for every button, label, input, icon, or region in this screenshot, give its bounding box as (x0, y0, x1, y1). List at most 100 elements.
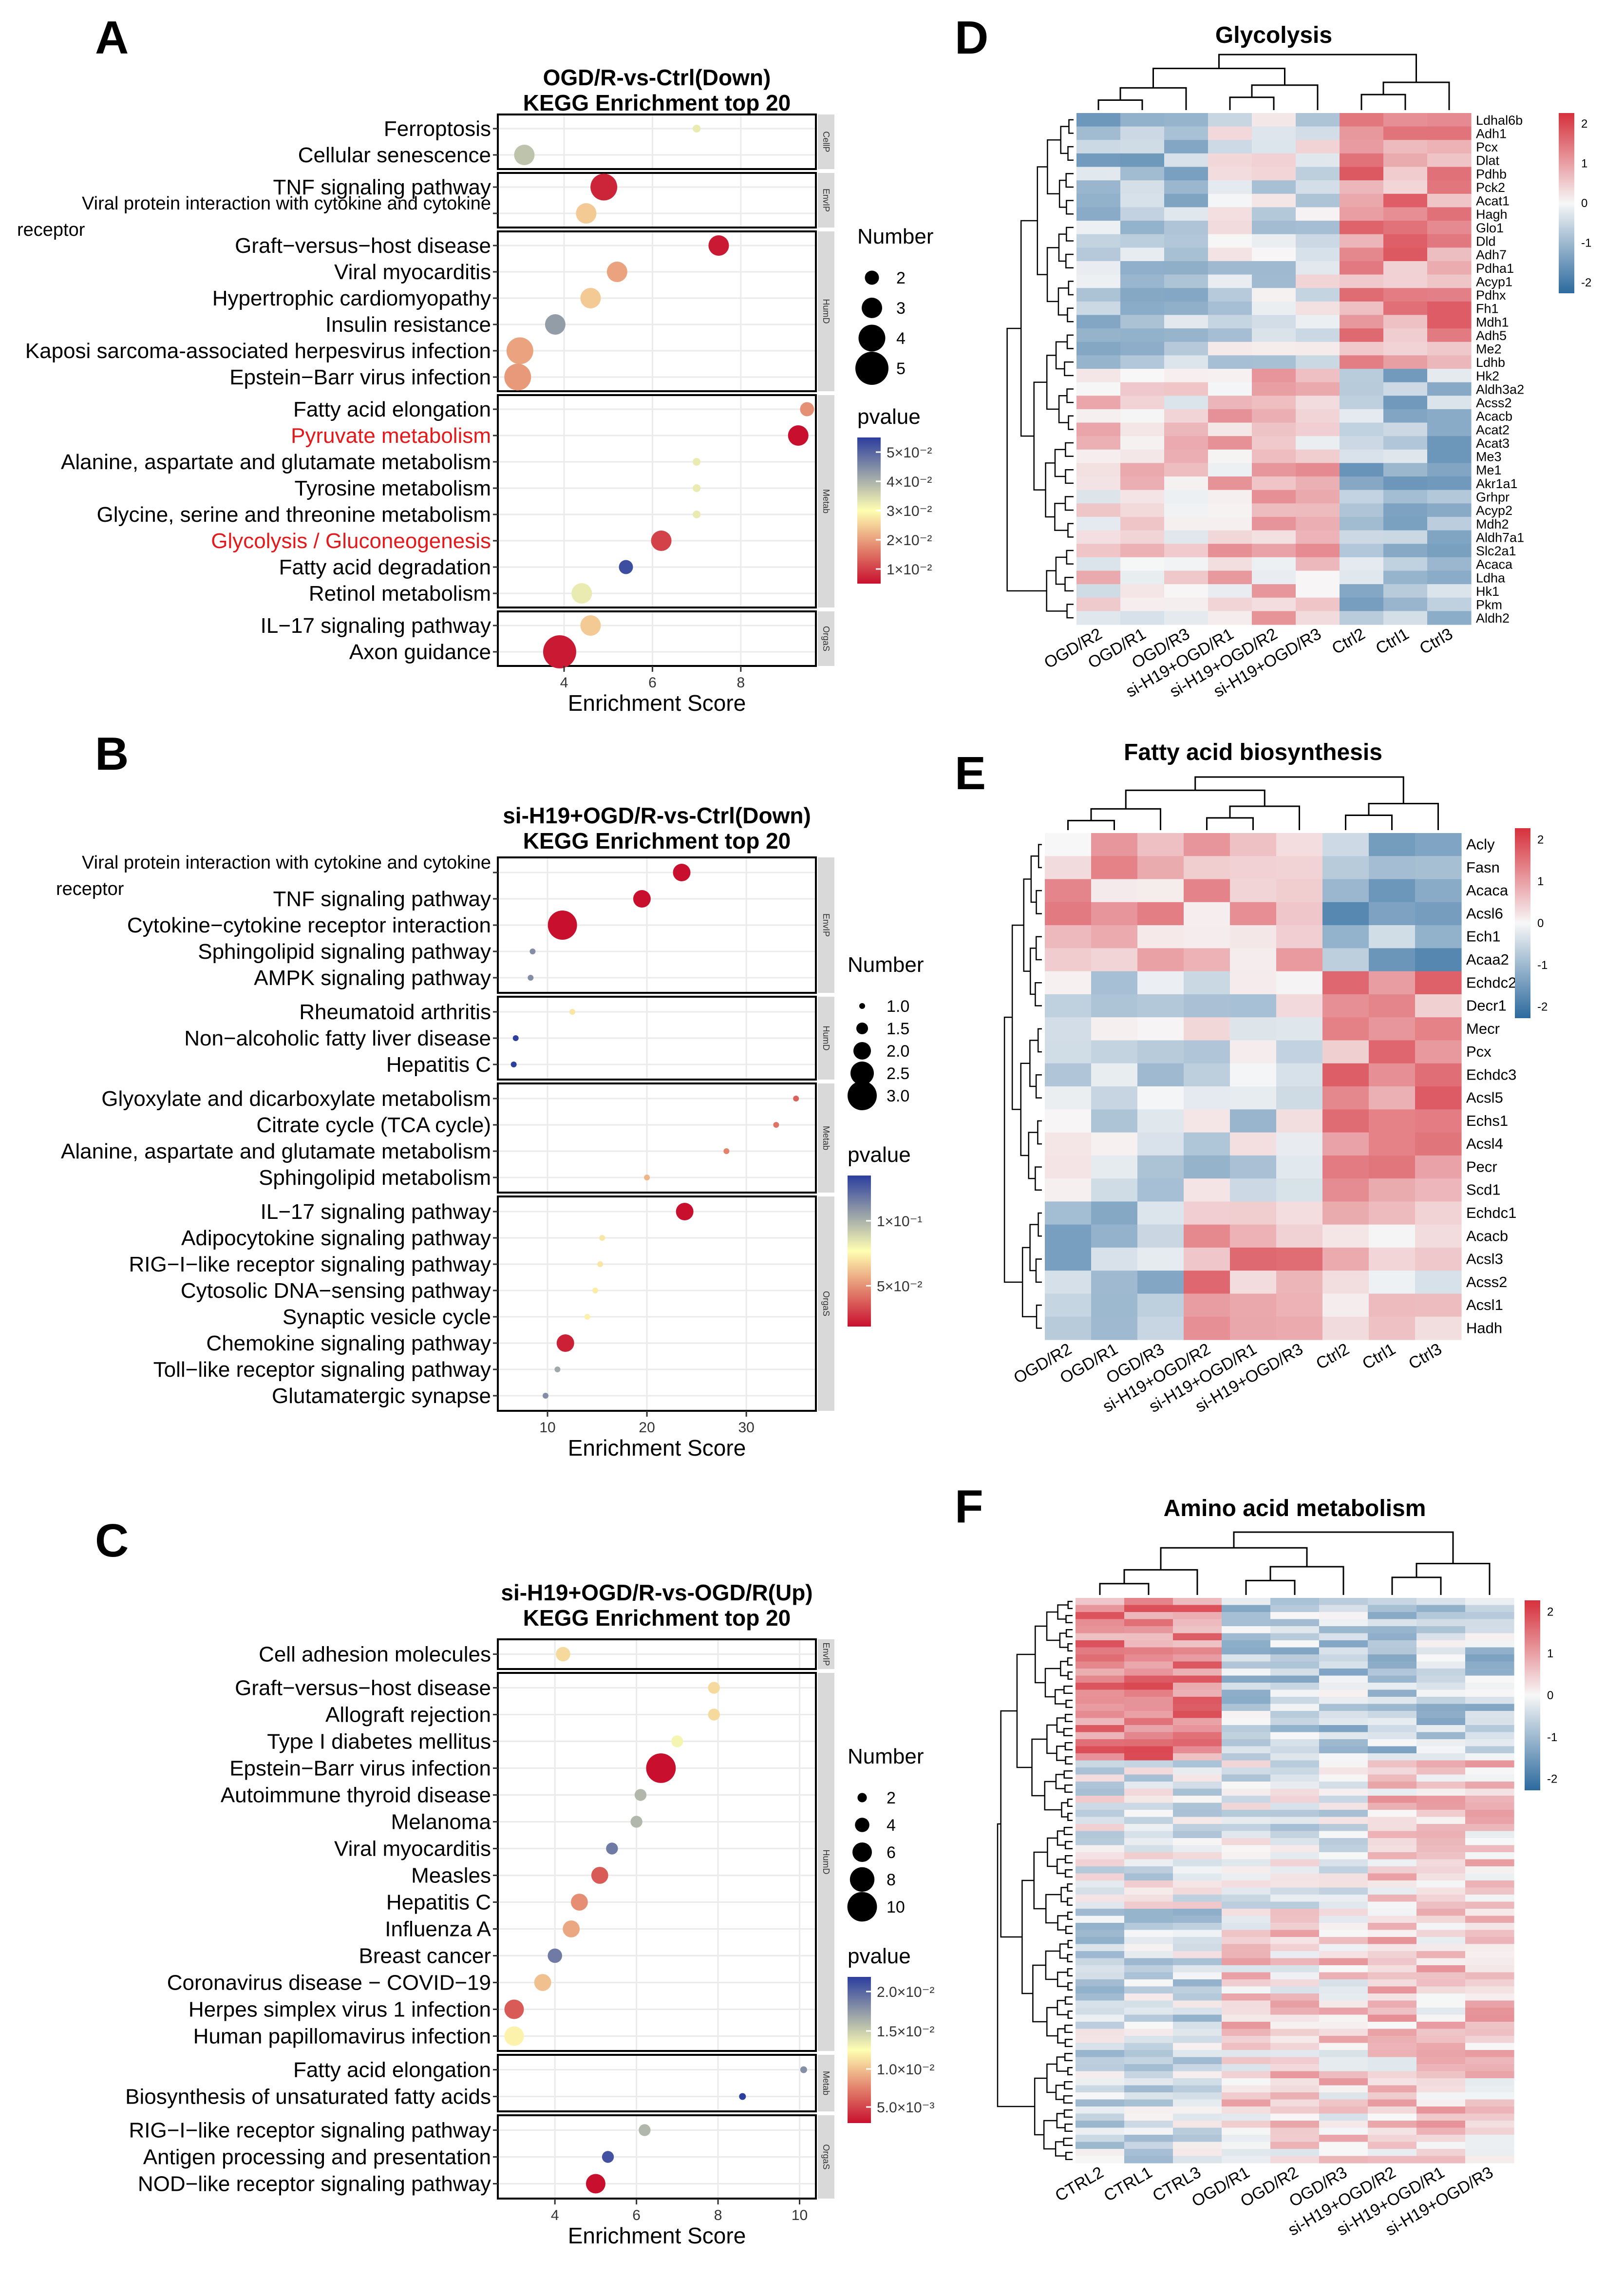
heatmap-cell (1319, 1774, 1368, 1782)
heatmap-cell (1322, 948, 1369, 972)
heatmap-cell (1319, 1810, 1368, 1818)
heatmap-cell (1296, 221, 1340, 235)
heatmap-cell (1124, 2071, 1173, 2079)
heatmap-cell (1076, 126, 1121, 140)
heatmap-colorbar (1559, 113, 1574, 293)
heatmap-cell (1076, 1937, 1125, 1945)
heatmap-cell (1340, 328, 1384, 342)
row-dendrogram (1067, 1898, 1073, 1906)
heatmap-cell (1124, 2149, 1173, 2157)
size-legend-label: 4 (896, 329, 906, 348)
heatmap-cell (1120, 396, 1165, 410)
heatmap-cell (1120, 463, 1165, 477)
heatmap-cell (1368, 1626, 1417, 1634)
heatmap-cell (1319, 1880, 1368, 1888)
term-label: Chemokine signaling pathway (206, 1331, 491, 1355)
heatmap-cell (1340, 396, 1384, 410)
heatmap-cell (1319, 1873, 1368, 1881)
size-legend-label: 2 (887, 1789, 896, 1807)
heatmap-cell (1416, 1640, 1466, 1648)
heatmap-cell (1416, 1979, 1466, 1987)
heatmap-cell (1173, 2008, 1222, 2015)
heatmap-cell (1076, 1831, 1125, 1839)
heatmap-cell (1319, 2156, 1368, 2163)
heatmap-cell (1368, 1937, 1417, 1945)
heatmap-cell (1120, 503, 1165, 517)
heatmap-cell (1124, 1619, 1173, 1627)
bubble-point (576, 203, 597, 224)
heatmap-cell (1120, 180, 1165, 194)
heatmap-cell (1124, 1598, 1173, 1606)
heatmap-cell (1465, 1916, 1514, 1923)
heatmap-cell (1465, 1774, 1514, 1782)
row-label: Acss2 (1476, 396, 1512, 410)
facet-strip (818, 2115, 834, 2199)
heatmap-cell (1416, 1633, 1466, 1641)
heatmap-title: Glycolysis (1215, 22, 1332, 48)
colorbar-label: 0 (1581, 197, 1587, 210)
heatmap-cell (1222, 1612, 1271, 1620)
heatmap-cell (1383, 396, 1428, 410)
row-dendrogram (1021, 1247, 1037, 1317)
column-label: CTRL2 (1052, 2163, 1107, 2205)
bubble-point (584, 1314, 590, 1320)
term-label: Pyruvate metabolism (291, 424, 491, 448)
row-dendrogram (1064, 361, 1074, 377)
row-dendrogram (1066, 604, 1074, 619)
heatmap-cell (1270, 1930, 1320, 1937)
heatmap-cell (1124, 1887, 1173, 1895)
heatmap-cell (1173, 1852, 1222, 1860)
heatmap-cell (1222, 2121, 1271, 2128)
heatmap-cell (1322, 1063, 1369, 1087)
heatmap-cell (1465, 1923, 1514, 1931)
heatmap-cell (1319, 1633, 1368, 1641)
facet-strip (818, 1673, 834, 2051)
heatmap-cell (1076, 611, 1121, 625)
heatmap-cell (1076, 1661, 1125, 1669)
row-dendrogram (1067, 1799, 1073, 1807)
heatmap-cell (1296, 301, 1340, 316)
heatmap-cell (1252, 530, 1296, 544)
bubble-point (591, 1867, 608, 1884)
bubble-point (543, 635, 576, 668)
bubble-point (597, 1261, 604, 1267)
heatmap-cell (1465, 1746, 1514, 1754)
heatmap-cell (1252, 301, 1296, 316)
heatmap-cell (1124, 2029, 1173, 2036)
column-label: Ctrl1 (1359, 1340, 1398, 1373)
heatmap-cell (1173, 1760, 1222, 1768)
heatmap-cell (1416, 2014, 1466, 2022)
heatmap-cell (1124, 1612, 1173, 1620)
colorbar-label: -1 (1537, 959, 1548, 972)
heatmap-cell (1369, 879, 1416, 903)
heatmap-cell (1076, 2106, 1125, 2114)
heatmap-cell (1164, 544, 1208, 558)
heatmap-cell (1416, 1718, 1466, 1726)
heatmap-cell (1173, 2092, 1222, 2100)
heatmap-cell (1322, 1086, 1369, 1110)
heatmap-cell (1270, 2008, 1320, 2015)
heatmap-cell (1383, 409, 1428, 423)
heatmap-cell (1076, 1895, 1125, 1902)
heatmap-cell (1270, 2142, 1320, 2149)
row-dendrogram (1058, 395, 1069, 423)
facet-strip-label: Metab (821, 2071, 831, 2095)
heatmap-cell (1270, 1675, 1320, 1683)
heatmap-cell (1076, 1654, 1125, 1662)
heatmap-cell (1076, 1633, 1125, 1641)
heatmap-cell (1319, 1859, 1368, 1867)
row-dendrogram (1058, 233, 1067, 262)
heatmap-cell (1270, 2057, 1320, 2065)
heatmap-cell (1120, 234, 1165, 248)
heatmap-cell (1184, 1132, 1230, 1156)
heatmap-cell (1369, 1201, 1416, 1225)
term-label: Graft−versus−host disease (235, 234, 491, 258)
heatmap-cell (1368, 1845, 1417, 1853)
heatmap-cell (1137, 1132, 1184, 1156)
heatmap-cell (1164, 503, 1208, 517)
heatmap-cell (1252, 396, 1296, 410)
heatmap-cell (1296, 584, 1340, 598)
